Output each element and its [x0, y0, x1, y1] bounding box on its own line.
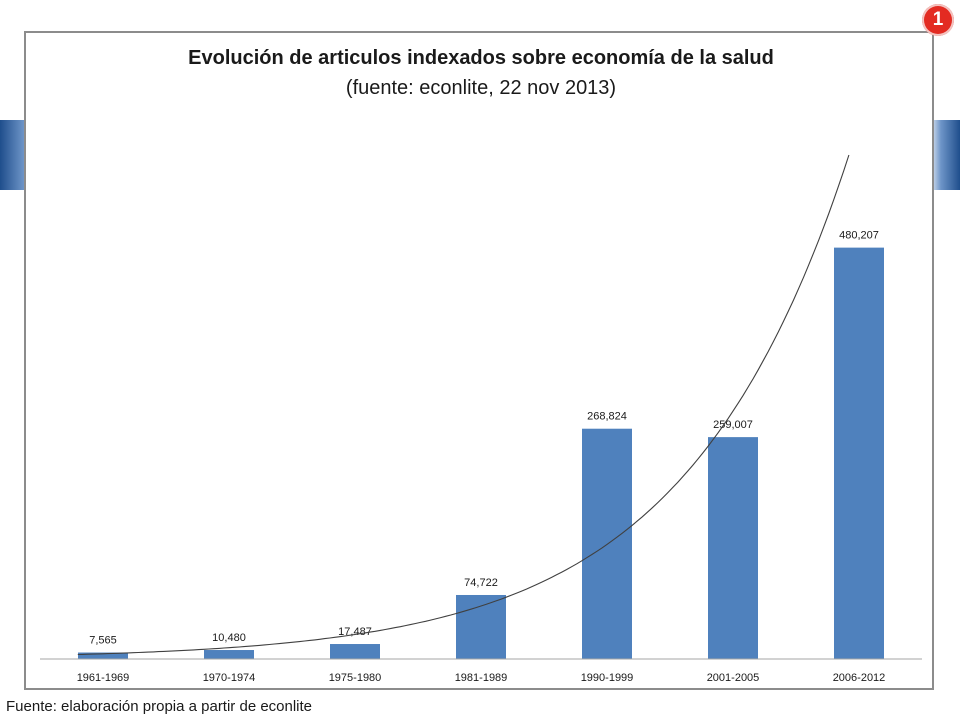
- bar: [204, 650, 254, 659]
- chart-subtitle: (fuente: econlite, 22 nov 2013): [346, 77, 616, 99]
- chart-title: Evolución de articulos indexados sobre e…: [188, 47, 774, 69]
- chart-frame: [24, 31, 934, 690]
- data-label: 7,565: [89, 635, 117, 647]
- bar: [78, 652, 128, 659]
- data-label: 480,207: [839, 230, 879, 242]
- category-label: 1975-1980: [329, 672, 382, 684]
- plot-area: 7,565 1961-1969 10,480 1970-1974 17,487 1975-…: [40, 154, 922, 684]
- category-label: 1961-1969: [77, 672, 130, 684]
- data-label: 259,007: [713, 419, 753, 431]
- data-label: 268,824: [587, 411, 627, 423]
- bar: [708, 437, 758, 659]
- data-label: 10,480: [212, 632, 246, 644]
- bar: [456, 594, 506, 659]
- data-label: 17,487: [338, 626, 372, 638]
- source-footnote: Fuente: elaboración propia a partir de e…: [6, 698, 313, 715]
- category-label: 1981-1989: [455, 672, 508, 684]
- data-label: 74,722: [464, 577, 498, 589]
- category-label: 2006-2012: [833, 672, 886, 684]
- bar: [330, 644, 380, 659]
- bar: [834, 247, 884, 659]
- category-label: 1990-1999: [581, 672, 634, 684]
- category-label: 2001-2005: [707, 672, 760, 684]
- slide-number-badge: 1: [922, 4, 954, 36]
- category-label: 1970-1974: [203, 672, 256, 684]
- trendline: [77, 154, 850, 656]
